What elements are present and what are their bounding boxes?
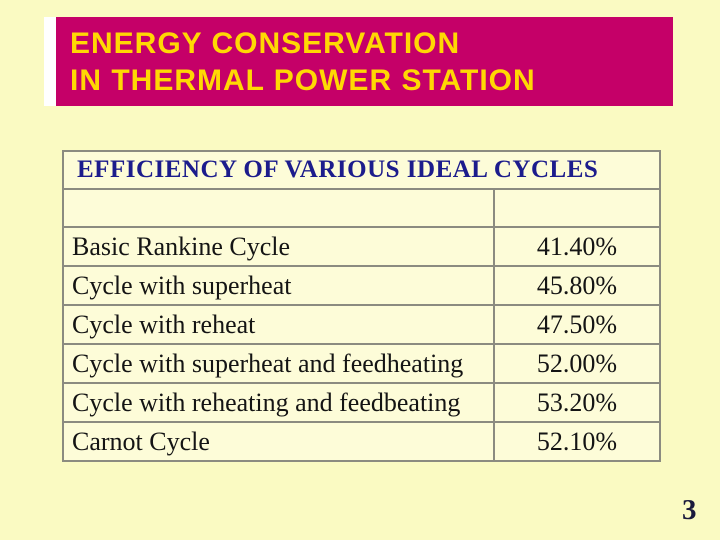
table-title: EFFICIENCY OF VARIOUS IDEAL CYCLES [64,152,659,190]
slide-title-line2: IN THERMAL POWER STATION [70,64,536,97]
cycle-name-cell: Carnot Cycle [64,423,495,460]
cycle-name-cell: Cycle with superheat [64,267,495,304]
efficiency-value-cell: 47.50% [536,309,618,339]
cycle-name-cell: Cycle with superheat and feedheating [64,345,495,382]
table-row: Cycle with reheating and feedbeating 53.… [64,384,659,423]
empty-header-cell-value [495,190,659,226]
efficiency-value-cell: 52.00% [536,348,618,378]
efficiency-value-cell: 52.10% [536,426,618,456]
efficiency-value-cell: 45.80% [536,270,618,300]
slide-title-bar: ENERGY CONSERVATION IN THERMAL POWER STA… [56,17,673,106]
cycle-name-cell: Cycle with reheating and feedbeating [64,384,495,421]
table-row: Carnot Cycle 52.10% [64,423,659,460]
slide-title-line1: ENERGY CONSERVATION [70,27,461,60]
efficiency-value-cell: 53.20% [536,387,618,417]
efficiency-value-cell: 41.40% [536,231,618,261]
table-row: Basic Rankine Cycle 41.40% [64,228,659,267]
table-row: Cycle with superheat 45.80% [64,267,659,306]
cycle-name-cell: Basic Rankine Cycle [64,228,495,265]
table-empty-header-row [64,190,659,228]
empty-header-cell-cycle [64,190,495,226]
cycle-name-cell: Cycle with reheat [64,306,495,343]
efficiency-table: EFFICIENCY OF VARIOUS IDEAL CYCLES Basic… [62,150,661,462]
table-row: Cycle with superheat and feedheating 52.… [64,345,659,384]
page-number: 3 [682,494,697,526]
table-row: Cycle with reheat 47.50% [64,306,659,345]
